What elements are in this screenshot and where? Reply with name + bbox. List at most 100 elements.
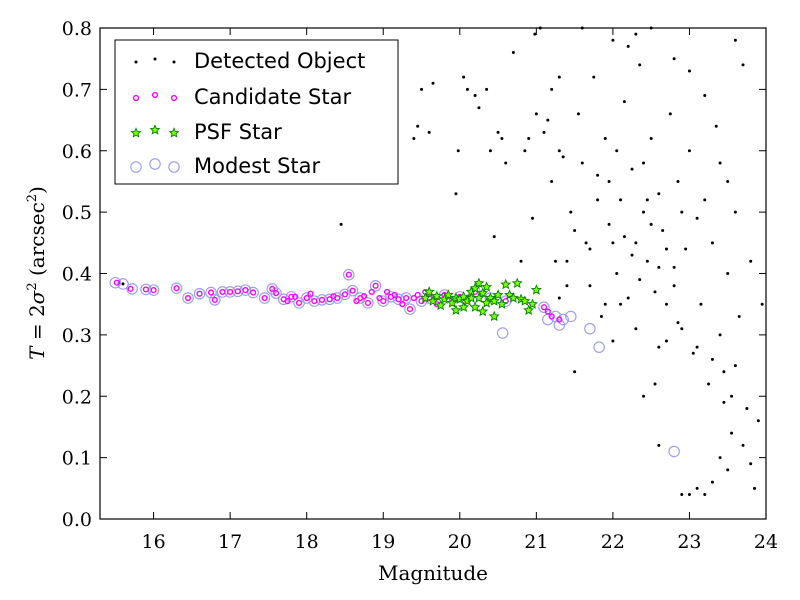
- point-candidate-star: [349, 287, 356, 294]
- point-modest-star: [247, 286, 259, 299]
- point-candidate-star: [326, 296, 333, 303]
- point-detected-object: [550, 179, 554, 183]
- points-layer: [109, 26, 764, 496]
- point-detected-object: [557, 149, 561, 153]
- point-detected-object: [760, 302, 764, 306]
- y-axis-label: T = 2σ2 (arcsec2): [25, 186, 49, 360]
- y-axis-label-equals: = 2: [25, 304, 49, 346]
- y-tick-label: 0.2: [62, 386, 92, 408]
- point-detected-object: [714, 124, 718, 128]
- point-detected-object: [553, 259, 557, 263]
- point-detected-object: [642, 394, 646, 398]
- point-detected-object: [634, 32, 638, 36]
- point-modest-star: [258, 292, 271, 304]
- x-tick-label: 16: [141, 531, 165, 553]
- point-modest-star: [339, 288, 351, 301]
- point-psf-star: [442, 289, 454, 300]
- point-modest-star: [117, 278, 129, 290]
- point-candidate-star: [368, 288, 375, 296]
- point-candidate-star: [307, 290, 314, 297]
- point-detected-object: [511, 51, 515, 55]
- point-detected-object: [657, 192, 661, 196]
- point-detected-object: [534, 112, 538, 116]
- y-axis-label-variable: T: [25, 345, 49, 360]
- point-psf-star: [511, 277, 523, 288]
- point-detected-object: [642, 210, 646, 214]
- point-detected-object: [565, 284, 569, 288]
- y-axis-label-unit-open: (arcsec: [25, 202, 49, 282]
- point-detected-object: [687, 149, 691, 153]
- point-detected-object: [676, 179, 680, 183]
- point-detected-object: [726, 179, 730, 183]
- point-candidate-star: [345, 271, 352, 278]
- point-psf-star: [500, 278, 512, 290]
- point-detected-object: [607, 179, 611, 183]
- point-detected-object: [561, 155, 565, 159]
- point-modest-star: [270, 287, 282, 299]
- point-modest-star: [593, 341, 605, 353]
- legend-entry-modest-star: Modest Star: [130, 154, 320, 178]
- point-detected-object: [465, 87, 469, 91]
- point-detected-object: [603, 302, 607, 306]
- point-detected-object: [626, 44, 630, 48]
- point-detected-object: [645, 198, 649, 202]
- point-modest-star: [346, 284, 359, 297]
- point-psf-star: [435, 299, 447, 311]
- point-detected-object: [680, 210, 684, 214]
- point-detected-object: [339, 222, 343, 226]
- legend: Detected Object Candidate Star PSF Star …: [114, 39, 399, 185]
- point-detected-object: [664, 339, 668, 343]
- point-detected-object: [753, 486, 757, 490]
- point-detected-object: [680, 327, 684, 331]
- point-detected-object: [603, 136, 607, 140]
- legend-label-psf-star: PSF Star: [194, 120, 282, 144]
- point-detected-object: [580, 161, 584, 165]
- point-candidate-star: [303, 294, 310, 302]
- point-detected-object: [576, 112, 580, 116]
- point-candidate-star: [540, 304, 548, 311]
- point-detected-object: [703, 492, 707, 496]
- point-detected-object: [699, 302, 703, 306]
- point-detected-object: [596, 173, 600, 177]
- point-modest-star: [565, 310, 577, 323]
- point-modest-star: [126, 283, 138, 295]
- point-detected-object: [664, 247, 668, 251]
- point-detected-object: [695, 486, 699, 490]
- point-candidate-star: [318, 296, 326, 303]
- point-modest-star: [343, 268, 355, 281]
- y-axis-label-sigma-exp: 2: [25, 282, 40, 290]
- point-detected-object: [730, 394, 734, 398]
- point-detected-object: [557, 296, 561, 300]
- point-candidate-star: [173, 285, 180, 292]
- point-detected-object: [416, 124, 420, 128]
- point-detected-object: [687, 492, 691, 496]
- point-psf-star: [488, 310, 500, 322]
- legend-symbol: [134, 60, 138, 64]
- point-detected-object: [504, 161, 508, 165]
- point-detected-object: [565, 259, 569, 263]
- point-detected-object: [718, 333, 722, 337]
- point-candidate-star: [150, 286, 157, 294]
- point-detected-object: [427, 130, 431, 134]
- point-candidate-star: [395, 296, 402, 303]
- point-candidate-star: [295, 299, 303, 307]
- point-detected-object: [695, 345, 699, 349]
- point-candidate-star: [207, 289, 215, 296]
- point-candidate-star: [269, 285, 276, 292]
- point-detected-object: [707, 382, 711, 386]
- point-modest-star: [209, 294, 221, 306]
- point-psf-star: [419, 292, 431, 303]
- point-modest-star: [496, 327, 509, 339]
- point-candidate-star: [334, 294, 341, 302]
- point-candidate-star: [391, 291, 398, 299]
- point-modest-star: [300, 292, 313, 304]
- point-detected-object: [550, 87, 554, 91]
- point-candidate-star: [196, 290, 203, 297]
- y-axis-label-unit-close: ): [25, 186, 49, 194]
- point-modest-star: [266, 283, 278, 295]
- point-candidate-star: [380, 298, 387, 305]
- point-detected-object: [722, 370, 726, 374]
- point-candidate-star: [361, 293, 368, 300]
- point-psf-star: [507, 292, 519, 303]
- legend-label-modest-star: Modest Star: [194, 154, 320, 178]
